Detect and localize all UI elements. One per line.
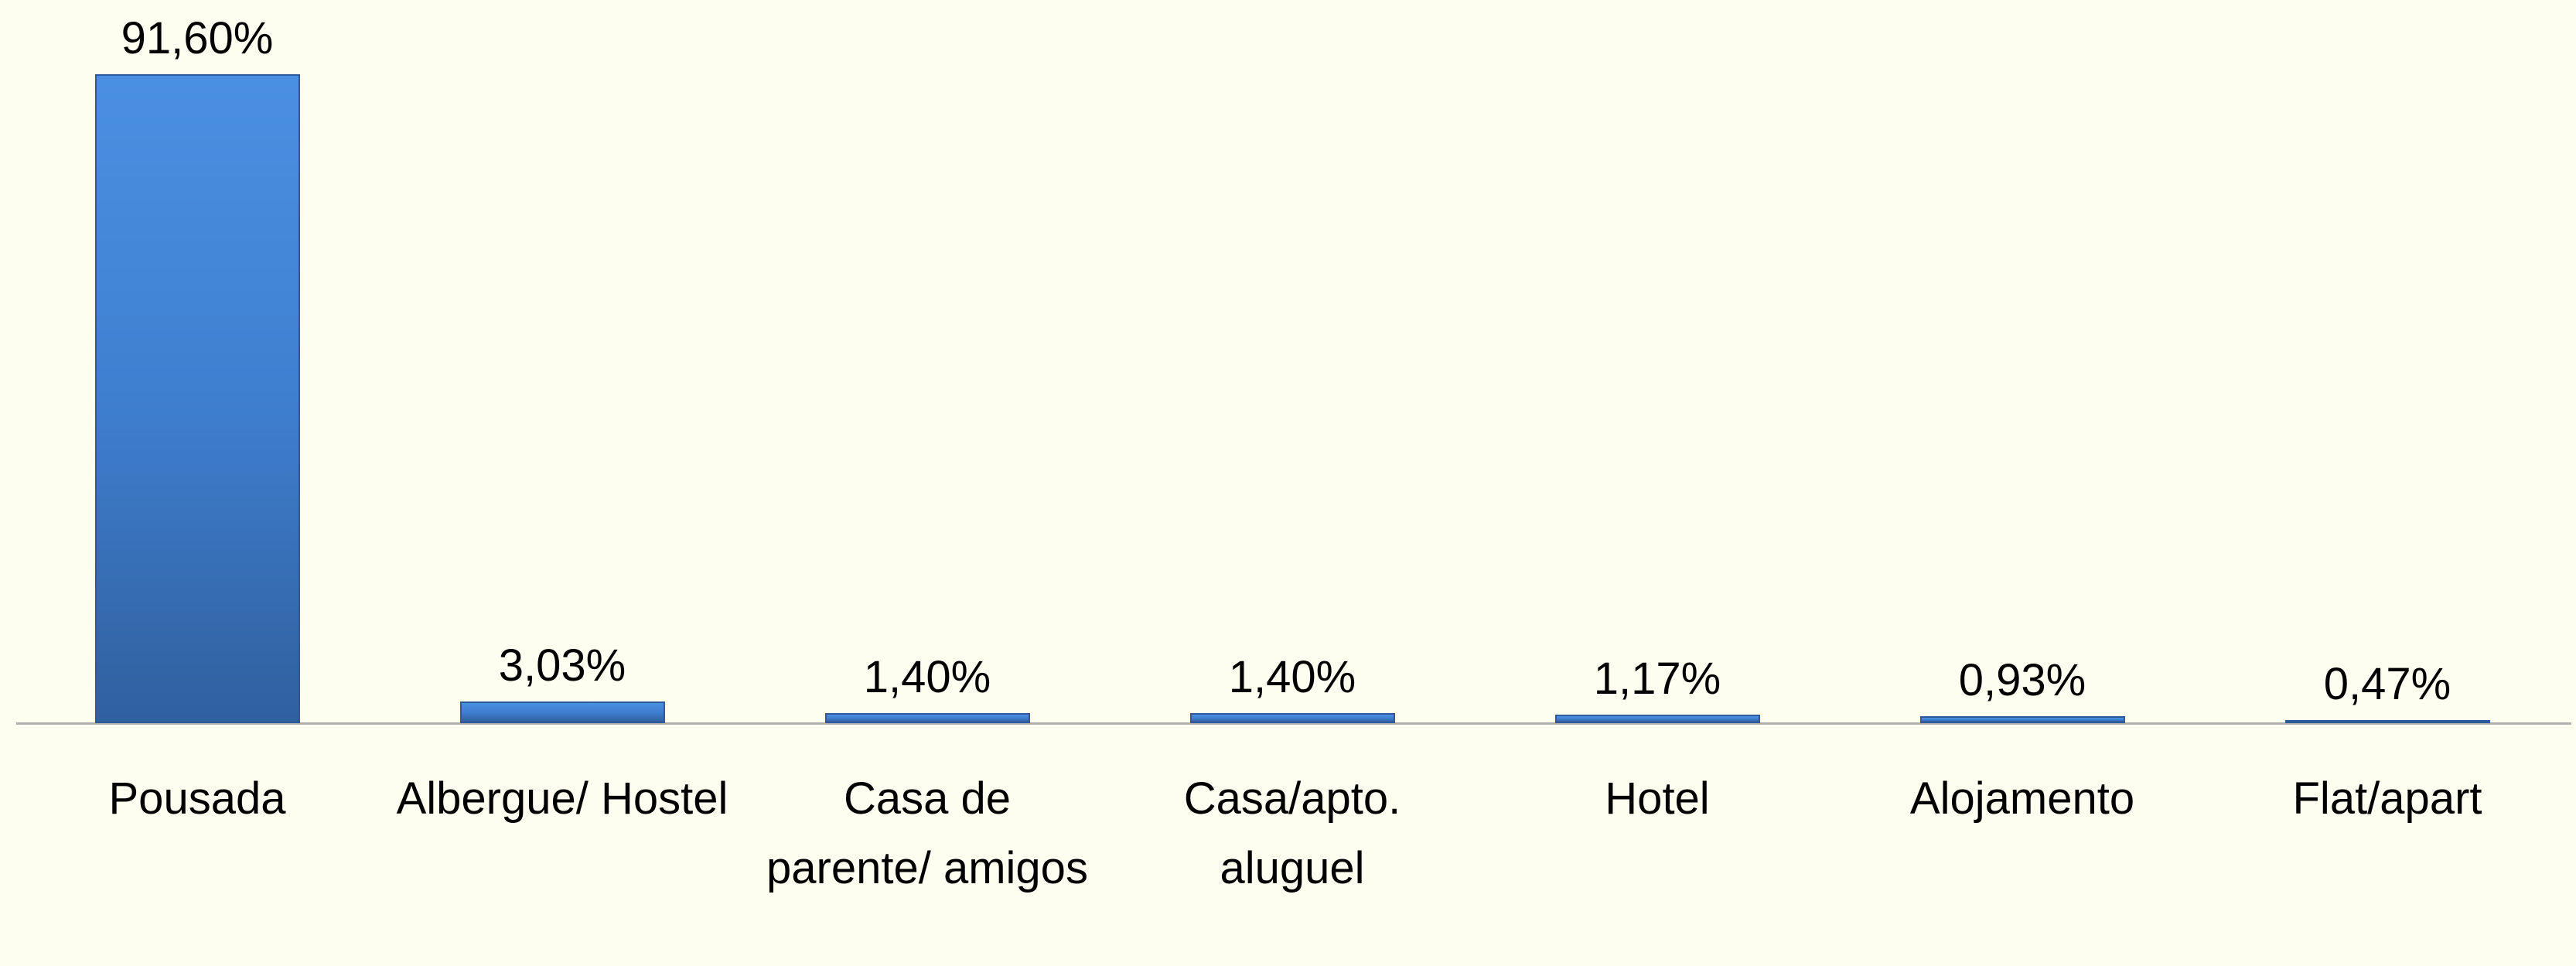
bar [94,74,300,723]
x-tick-label: Casa de parente/ amigos [766,773,1088,893]
bar [1919,716,2125,723]
value-label: 1,17% [1593,654,1721,705]
x-tick-label: Casa/apto. aluguel [1183,773,1401,893]
bar [1554,715,1760,723]
x-tick-label: Flat/apart [2292,773,2482,824]
value-label: 1,40% [1228,652,1356,703]
bar [824,713,1030,723]
bar [2284,719,2490,723]
value-label: 91,60% [121,13,274,63]
bar [459,701,665,723]
bar [1189,713,1395,723]
value-label: 1,40% [863,652,991,703]
x-axis-line [16,722,2571,725]
x-tick-label: Hotel [1605,773,1710,824]
x-tick-label: Albergue/ Hostel [396,773,728,824]
value-label: 3,03% [498,640,626,691]
x-tick-label: Alojamento [1909,773,2135,824]
value-label: 0,47% [2323,658,2451,709]
value-label: 0,93% [1958,655,2086,706]
x-tick-label: Pousada [108,773,286,824]
